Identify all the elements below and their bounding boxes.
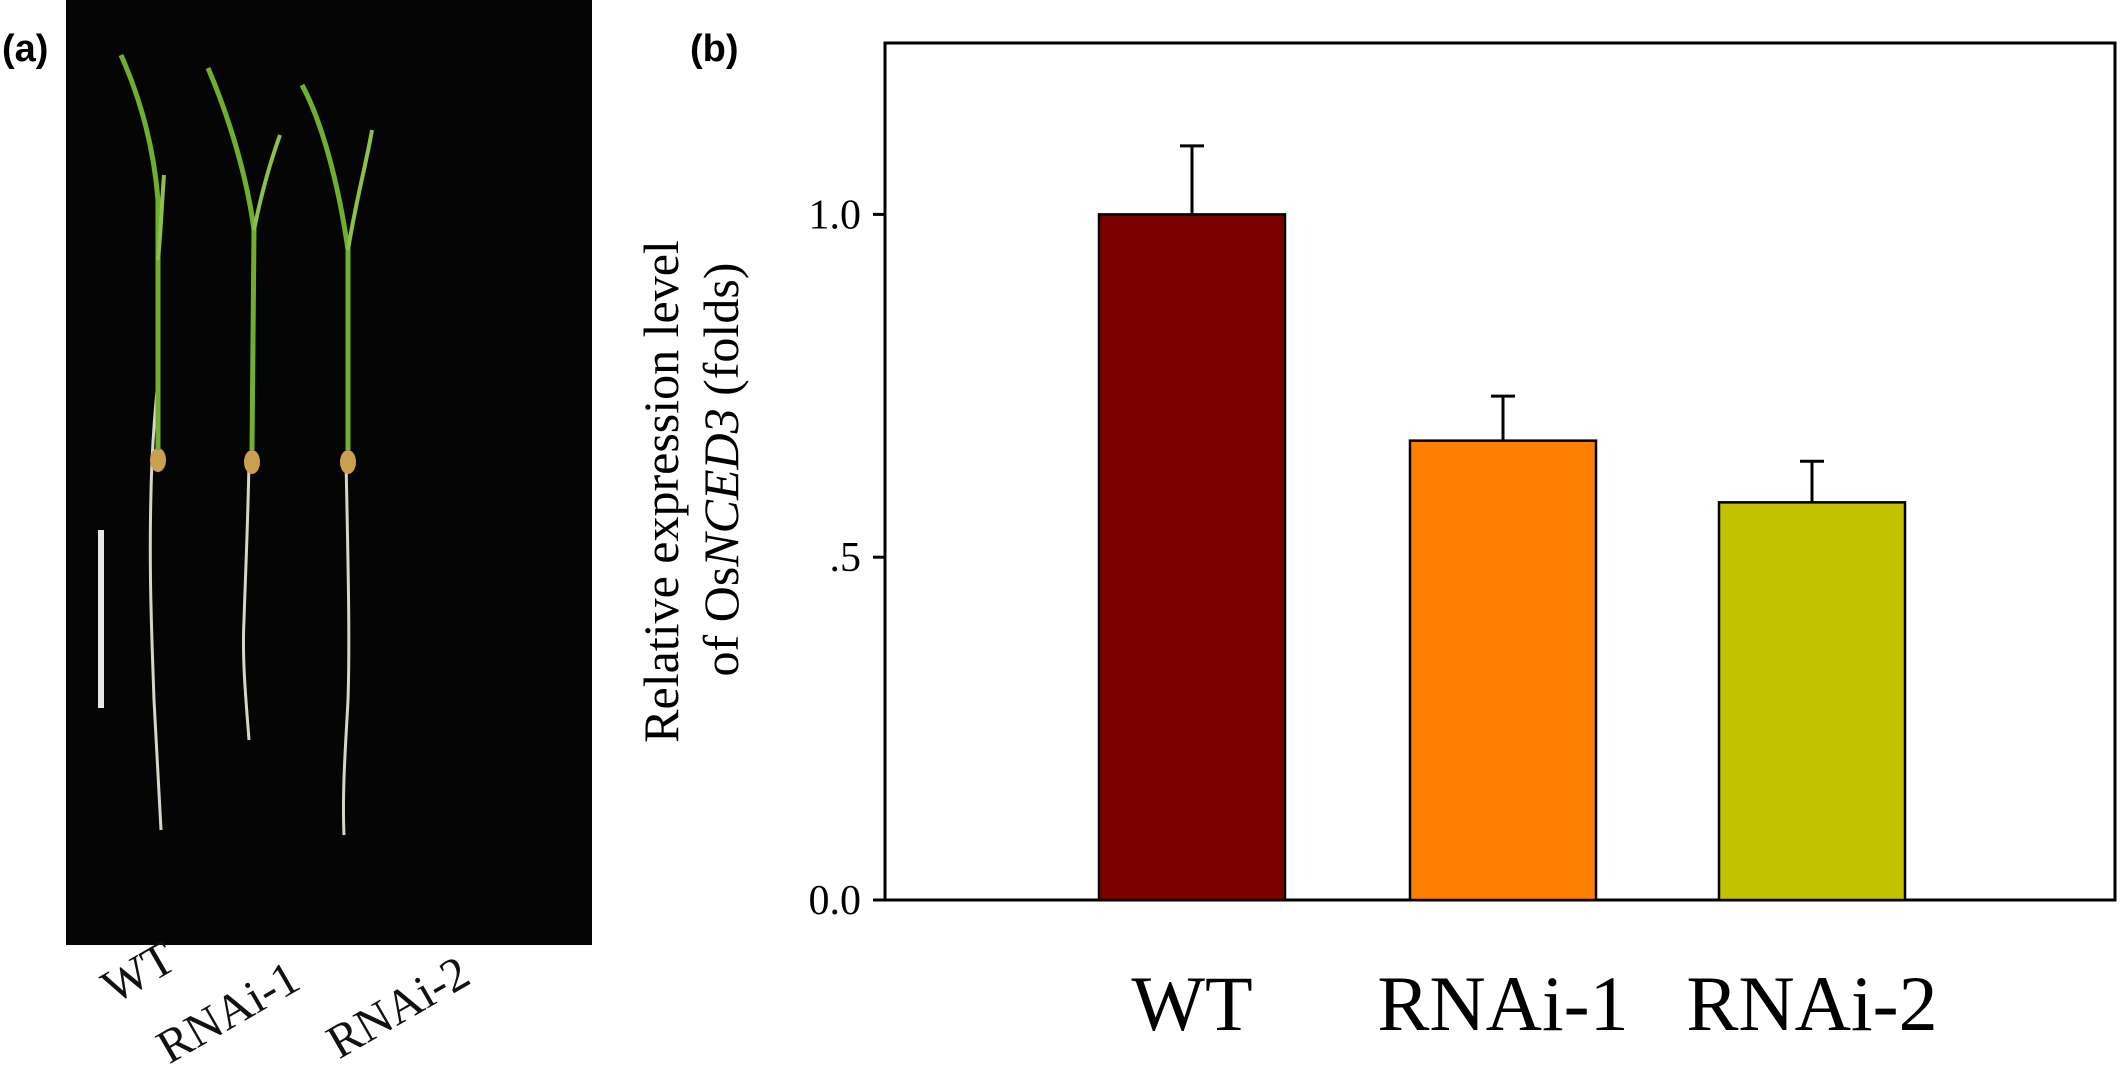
seedling-photo [66,0,592,945]
bar-rnai-1 [1408,439,1598,902]
bar-wt [1097,213,1287,902]
y-axis-label-line-2: of OsNCED3 (folds) [693,263,749,677]
seedling-rnai-2 [299,83,374,836]
seedling-wt [118,53,166,831]
seedling-rnai-1 [205,67,282,741]
x-category-label: WT [1131,960,1252,1047]
x-category-label: RNAi-2 [1686,960,1937,1047]
x-axis-categories: WT RNAi-1 RNAi-2 [1131,960,1937,1047]
y-axis-label-prefix: of Os [693,567,749,677]
y-axis-label-line-1: Relative expression level [633,240,689,743]
y-tick-label: 1.0 [809,192,862,238]
x-category-label: RNAi-1 [1377,960,1628,1047]
panel-b-label: (b) [690,28,739,70]
y-tick-label: .5 [830,535,862,581]
scale-bar [98,530,104,708]
panel-a-label: (a) [2,28,49,70]
y-axis-label-suffix: (folds) [693,263,749,409]
y-axis-ticks: 0.0 .5 1.0 [809,192,885,924]
bars-layer [1097,144,1907,902]
bar-rnai-2 [1717,501,1907,902]
y-tick-label: 0.0 [809,878,862,924]
y-axis-label-gene: NCED3 [693,408,749,567]
seedling-photo-drawing [98,53,374,836]
